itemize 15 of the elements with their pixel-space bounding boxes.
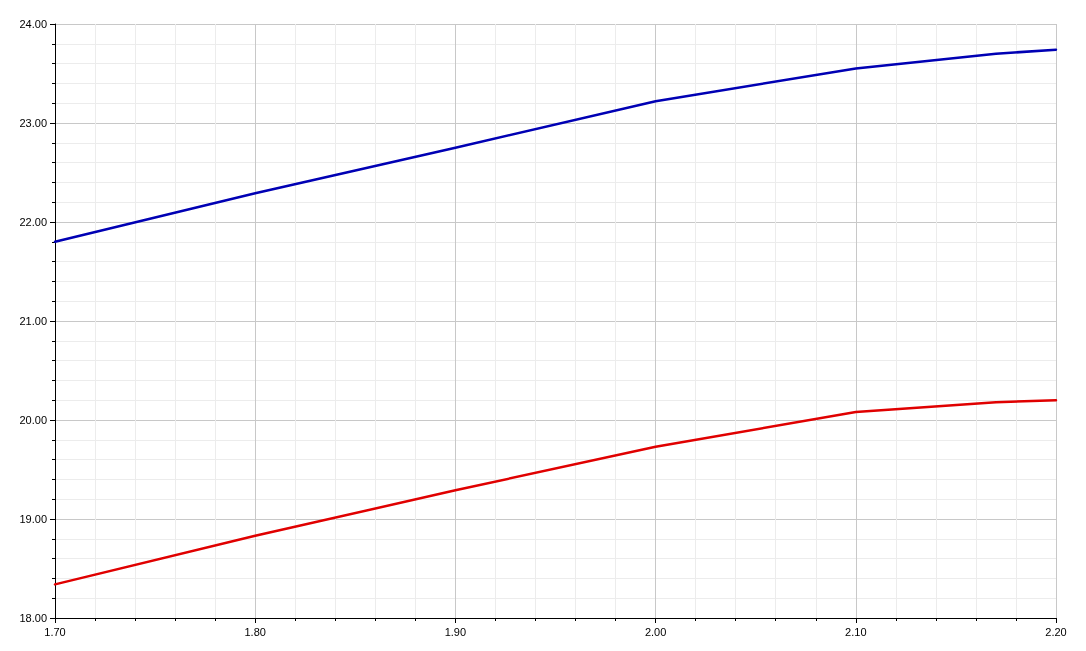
x-tick-label: 1.70 [44,625,66,638]
y-tick-label: 23.00 [19,117,47,129]
y-tick-label: 22.00 [19,216,47,228]
x-tick-label: 2.00 [644,625,667,638]
x-tick-label: 1.80 [244,625,266,638]
y-tick-label: 24.00 [19,18,47,30]
x-tick-label: 2.10 [845,625,867,638]
y-tick-label: 21.00 [19,315,47,327]
x-tick-label: 2.20 [1045,625,1067,638]
y-tick-label: 19.00 [19,513,47,525]
y-tick-label: 20.00 [19,414,47,426]
line-series [53,48,1058,244]
y-tick-label: 18.00 [19,612,47,624]
line-series [53,398,1058,586]
x-tick-label: 1.90 [444,625,467,638]
